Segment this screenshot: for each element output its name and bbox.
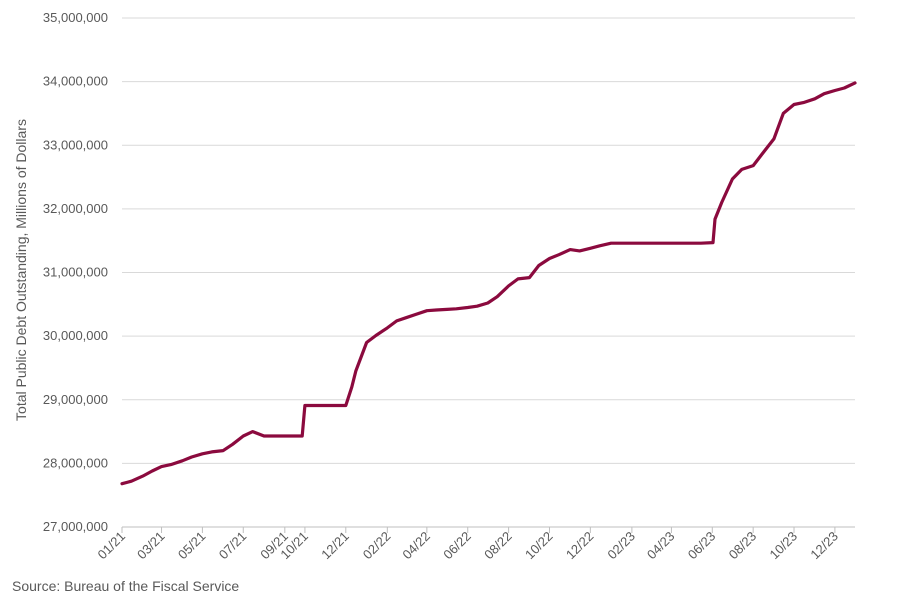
y-tick-label: 32,000,000 [43,201,108,216]
x-tick-label: 10/22 [522,529,556,563]
x-tick-label: 04/23 [644,529,678,563]
x-tick-label: 03/21 [134,529,168,563]
x-tick-label: 12/22 [563,529,597,563]
y-tick-label: 33,000,000 [43,137,108,152]
y-tick-label: 29,000,000 [43,392,108,407]
x-tick-label: 06/23 [685,529,719,563]
y-tick-labels: 27,000,000 28,000,000 29,000,000 30,000,000… [43,10,108,534]
x-axis [121,526,855,533]
series-layer [120,81,857,486]
x-tick-label: 04/22 [399,529,433,563]
y-tick-label: 28,000,000 [43,455,108,470]
x-tick-label: 08/22 [481,529,515,563]
x-tick-label: 06/22 [440,529,474,563]
x-tick-label: 08/23 [726,529,760,563]
x-tick-label: 02/22 [360,529,394,563]
gridlines [122,17,855,464]
y-tick-label: 27,000,000 [43,519,108,534]
x-tick-label: 10/23 [767,529,801,563]
x-tick-label: 07/21 [216,529,250,563]
y-tick-label: 34,000,000 [43,74,108,89]
y-tick-label: 35,000,000 [43,10,108,25]
debt-series-line [120,81,857,486]
x-tick-label: 05/21 [175,529,209,563]
source-note: Source: Bureau of the Fiscal Service [12,578,240,594]
x-tick-label: 02/23 [604,529,638,563]
y-axis-title: Total Public Debt Outstanding, Millions … [13,119,29,421]
x-tick-label: 12/23 [807,529,841,563]
y-tick-label: 30,000,000 [43,328,108,343]
x-tick-label: 12/21 [318,529,352,563]
y-tick-label: 31,000,000 [43,265,108,280]
